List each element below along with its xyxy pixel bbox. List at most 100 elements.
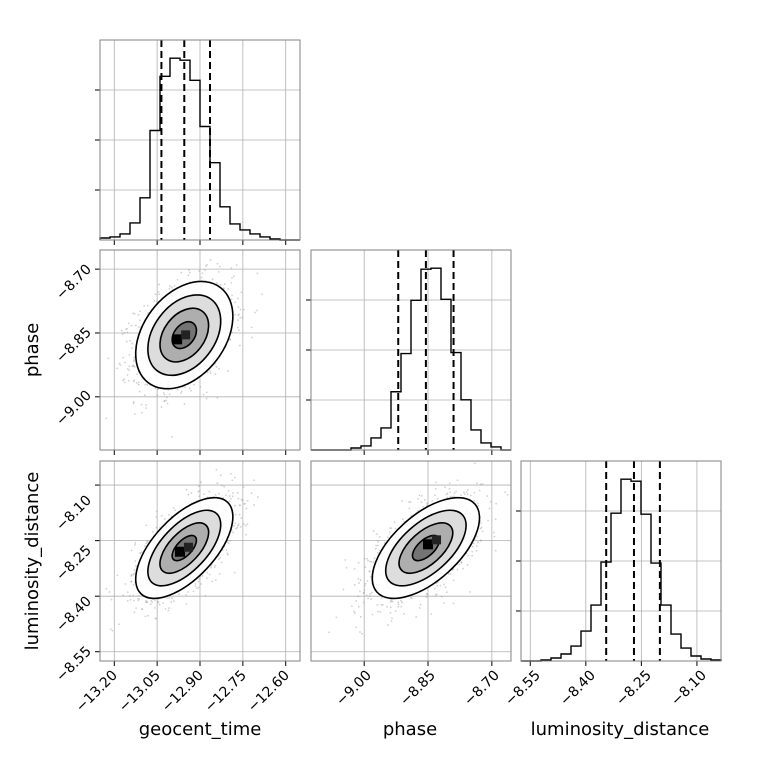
- y-tick-label-phase-1: −8.85: [53, 325, 95, 367]
- scatter-point: [477, 502, 479, 505]
- scatter-point: [140, 608, 143, 611]
- scatter-point: [118, 362, 121, 365]
- scatter-point: [130, 580, 133, 583]
- y-tick-label-dl-3: −8.10: [53, 493, 95, 535]
- scatter-point: [208, 573, 211, 576]
- scatter-point: [128, 365, 131, 368]
- scatter-point: [344, 559, 347, 561]
- scatter-point: [228, 499, 231, 502]
- scatter-point: [354, 612, 356, 614]
- scatter-point: [430, 613, 433, 615]
- scatter-point: [235, 527, 238, 530]
- scatter-point: [234, 522, 237, 525]
- scatter-point: [434, 594, 437, 597]
- scatter-point: [132, 365, 135, 368]
- scatter-point: [350, 605, 353, 608]
- histogram-phase: [311, 267, 511, 451]
- scatter-point: [122, 594, 124, 597]
- scatter-point: [168, 287, 171, 290]
- scatter-point: [479, 539, 482, 542]
- scatter-point: [376, 544, 379, 547]
- scatter-point: [198, 490, 201, 492]
- scatter-point: [160, 514, 163, 517]
- scatter-point: [369, 570, 371, 573]
- scatter-point: [390, 527, 393, 530]
- scatter-point: [203, 493, 205, 496]
- scatter-point: [139, 310, 142, 312]
- scatter-point: [120, 329, 123, 332]
- scatter-point: [243, 308, 245, 311]
- scatter-point: [166, 402, 169, 405]
- scatter-point: [215, 468, 218, 471]
- scatter-point: [158, 293, 161, 296]
- scatter-point: [178, 593, 180, 596]
- scatter-point: [146, 454, 148, 456]
- scatter-point: [235, 264, 238, 266]
- scatter-point: [376, 551, 379, 554]
- scatter-point: [139, 551, 142, 554]
- scatter-point: [241, 499, 244, 502]
- scatter-point: [132, 599, 135, 602]
- y-tick-label-phase-0: −9.00: [53, 388, 95, 430]
- scatter-point: [153, 606, 156, 609]
- scatter-point: [146, 601, 149, 604]
- scatter-point: [369, 575, 372, 578]
- scatter-point: [218, 367, 221, 370]
- scatter-point: [173, 284, 176, 287]
- density-peak: [423, 539, 434, 550]
- scatter-point: [388, 531, 391, 534]
- scatter-point: [367, 559, 369, 562]
- scatter-point: [397, 601, 400, 604]
- scatter-point: [390, 620, 393, 622]
- scatter-point: [217, 558, 220, 561]
- scatter-point: [105, 417, 108, 420]
- scatter-point: [391, 617, 393, 620]
- scatter-point: [256, 272, 259, 275]
- scatter-point: [134, 560, 137, 562]
- scatter-point: [353, 610, 355, 613]
- scatter-point: [218, 492, 220, 495]
- scatter-point: [481, 483, 484, 485]
- scatter-point: [146, 304, 149, 307]
- scatter-point: [200, 583, 202, 585]
- scatter-point: [188, 271, 191, 274]
- scatter-point: [359, 590, 361, 593]
- scatter-point: [393, 521, 396, 524]
- scatter-point: [122, 379, 125, 382]
- scatter-point: [194, 585, 197, 588]
- hist-panel-phase: [306, 249, 512, 455]
- scatter-point: [172, 507, 175, 509]
- scatter-point: [225, 548, 228, 551]
- scatter-point: [513, 491, 515, 493]
- scatter-point: [133, 611, 136, 614]
- scatter-point: [481, 530, 484, 533]
- scatter-point: [135, 381, 138, 384]
- scatter-point: [133, 358, 135, 361]
- scatter-point: [448, 487, 451, 490]
- scatter-point: [426, 502, 428, 505]
- scatter-point: [422, 505, 425, 508]
- scatter-point: [254, 311, 256, 314]
- scatter-point: [473, 499, 476, 502]
- scatter-point: [209, 372, 212, 375]
- scatter-point: [476, 482, 478, 485]
- scatter-point: [365, 594, 368, 597]
- scatter-point: [190, 492, 193, 494]
- scatter-point: [467, 554, 470, 557]
- scatter-point: [198, 495, 201, 498]
- scatter-point: [129, 339, 132, 342]
- scatter-point: [206, 263, 208, 266]
- scatter-point: [453, 492, 456, 495]
- scatter-point: [211, 580, 213, 583]
- scatter-point: [227, 490, 230, 492]
- density-peak: [181, 330, 191, 340]
- scatter-point: [221, 484, 223, 487]
- scatter-point: [466, 488, 469, 491]
- scatter-point: [138, 319, 141, 322]
- scatter-point: [416, 497, 419, 500]
- scatter-point: [198, 270, 201, 272]
- scatter-point: [479, 483, 482, 486]
- scatter-point: [251, 336, 254, 339]
- scatter-point: [185, 593, 188, 596]
- scatter-point: [234, 313, 237, 316]
